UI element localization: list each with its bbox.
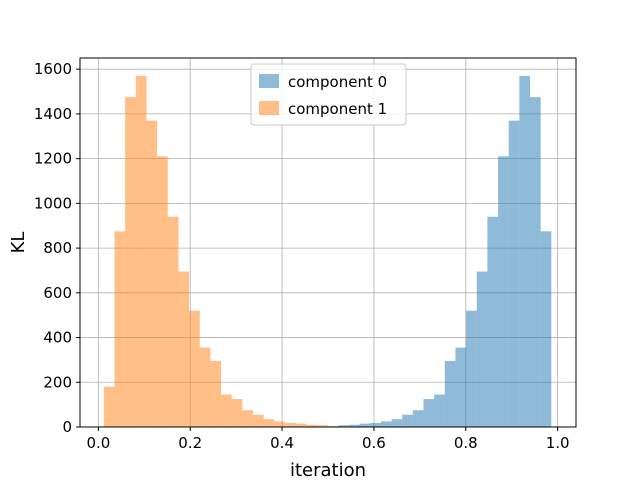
histogram-bar	[157, 156, 168, 427]
legend-box	[250, 63, 407, 126]
y-tick-label: 0	[62, 418, 72, 436]
x-tick-label: 0.8	[454, 434, 478, 452]
histogram-bar	[540, 231, 552, 427]
histogram-bar	[114, 231, 126, 427]
histogram-bar	[508, 120, 520, 428]
histogram-bar	[444, 361, 456, 427]
y-tick-label: 1600	[34, 60, 72, 78]
histogram-bar	[189, 310, 200, 427]
x-tick-label: 0.6	[362, 434, 386, 452]
y-tick-label: 1400	[34, 105, 72, 123]
y-tick-label: 200	[43, 373, 72, 391]
histogram-bar	[476, 271, 488, 427]
legend-swatch	[259, 74, 279, 88]
histogram-bar	[423, 399, 435, 427]
y-tick-label: 600	[43, 284, 72, 302]
x-axis-label: iteration	[290, 460, 366, 480]
legend-swatch	[259, 101, 279, 115]
histogram-bar	[412, 410, 424, 427]
legend-label: component 1	[288, 100, 387, 118]
axes-frame	[79, 57, 577, 428]
histogram-bar	[434, 394, 445, 427]
y-tick-label: 800	[43, 239, 72, 257]
y-axis-ticks: 0 200 400 600 800 1000 1200 1400 1600	[34, 60, 80, 436]
x-tick-label: 0.0	[86, 434, 110, 452]
histogram-bar	[530, 97, 541, 428]
histogram-bar	[242, 410, 254, 427]
y-tick-label: 1000	[34, 194, 72, 212]
histogram-bar	[370, 422, 381, 427]
histogram-bar	[348, 424, 360, 427]
histogram-bar	[391, 419, 403, 427]
histogram-bar	[466, 310, 477, 427]
x-tick-label: 0.4	[270, 434, 294, 452]
histogram-bar	[306, 424, 317, 427]
histogram-bars	[103, 75, 552, 428]
histogram-bar	[284, 422, 296, 427]
histogram-bar	[519, 75, 531, 428]
y-axis-label: KL	[8, 232, 29, 254]
legend-entries: component 0 component 1	[259, 73, 387, 118]
histogram-bar	[498, 156, 509, 427]
histogram-bar	[455, 347, 467, 427]
histogram-bar	[135, 75, 147, 428]
y-tick-label: 1200	[34, 150, 72, 168]
x-tick-label: 1.0	[546, 434, 570, 452]
histogram-bar	[253, 414, 264, 427]
histogram-bar	[359, 423, 371, 427]
histogram-bar	[210, 361, 222, 427]
histogram-bar	[402, 414, 413, 427]
y-tick-label: 400	[43, 329, 72, 347]
histogram-bar	[380, 421, 392, 427]
histogram-bar	[295, 423, 307, 427]
histogram-bar	[199, 347, 211, 427]
plot-area	[79, 57, 577, 428]
series-1-bars	[103, 75, 339, 428]
histogram-bar	[103, 386, 115, 427]
series-0-bars	[327, 75, 552, 428]
histogram-bar	[221, 394, 232, 427]
x-tick-label: 0.2	[178, 434, 202, 452]
histogram-bar	[146, 120, 158, 428]
histogram-bar	[274, 421, 285, 427]
histogram-bar	[125, 97, 136, 428]
x-axis-ticks: 0.0 0.2 0.4 0.6 0.8 1.0	[86, 427, 570, 452]
histogram-bar	[263, 419, 275, 427]
histogram-bar	[167, 216, 179, 427]
legend-entry: component 1	[259, 100, 387, 118]
histogram-bar	[178, 271, 190, 427]
histogram-bar	[338, 425, 349, 427]
histogram-bar	[487, 216, 499, 427]
legend-entry: component 0	[259, 73, 387, 91]
legend: component 0 component 1	[250, 63, 407, 126]
histogram-bar	[231, 399, 243, 427]
legend-label: component 0	[288, 73, 387, 91]
histogram-bar	[316, 425, 328, 427]
